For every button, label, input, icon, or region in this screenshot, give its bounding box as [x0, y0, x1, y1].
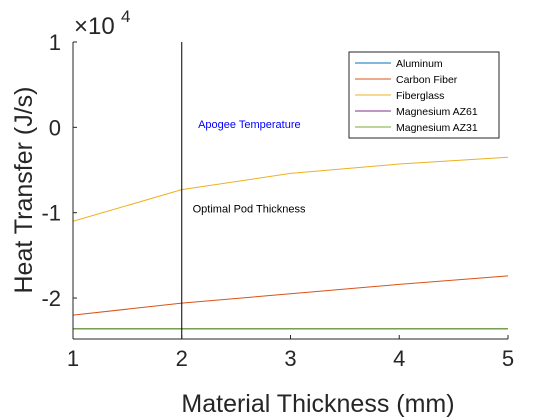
series-line-fiberglass — [72, 156, 509, 222]
x-tick-label: 2 — [176, 346, 188, 371]
y-exponent: ×10 4 — [74, 7, 130, 40]
legend: Aluminum Carbon Fiber Fiberglass Magnesium … — [348, 51, 500, 139]
ticks-layer: 1 2 3 4 5 -2 -1 0 1 — [41, 30, 514, 371]
legend-entry-carbon-fiber: Carbon Fiber — [396, 74, 458, 86]
y-tick-label: 1 — [49, 30, 61, 55]
x-tick-label: 1 — [67, 346, 79, 371]
x-tick-label: 5 — [502, 346, 514, 371]
y-axis-label: Heat Transfer (J/s) — [10, 87, 38, 294]
y-tick-label: 0 — [49, 115, 61, 140]
legend-entry-fiberglass: Fiberglass — [396, 90, 444, 102]
x-axis-label: Material Thickness (mm) — [181, 390, 454, 418]
legend-entry-magnesium-az61: Magnesium AZ61 — [396, 106, 478, 118]
y-tick-label: -2 — [41, 286, 61, 311]
series-line-carbon-fiber — [72, 275, 509, 316]
series-layer — [72, 156, 509, 330]
x-tick-label: 3 — [284, 346, 296, 371]
annotation-optimal-pod-thickness: Optimal Pod Thickness — [193, 204, 306, 216]
y-exponent-base: ×10 — [74, 13, 115, 40]
legend-entry-aluminum: Aluminum — [396, 58, 443, 70]
x-tick-label: 4 — [393, 346, 405, 371]
annotation-layer: Apogee Temperature Optimal Pod Thickness — [193, 119, 306, 215]
y-tick-label: -1 — [41, 201, 61, 226]
y-exponent-power: 4 — [121, 7, 130, 26]
legend-entry-magnesium-az31: Magnesium AZ31 — [396, 122, 478, 134]
annotation-apogee-temperature: Apogee Temperature — [198, 119, 301, 131]
